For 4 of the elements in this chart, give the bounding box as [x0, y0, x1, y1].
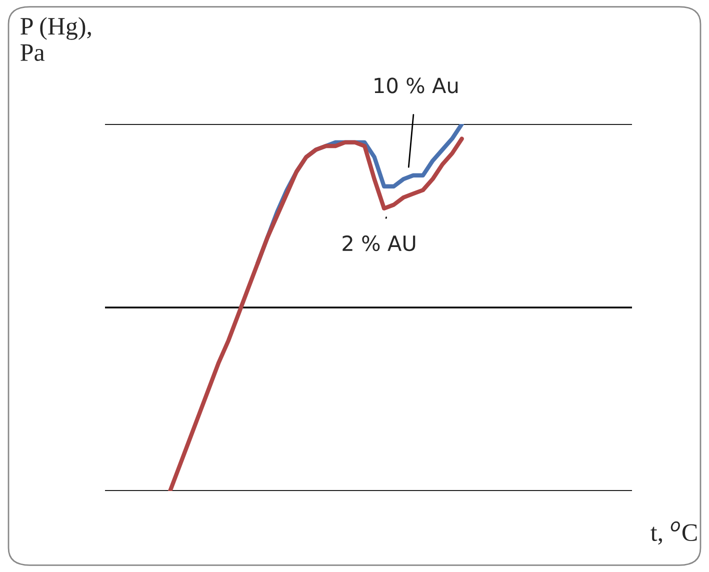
y-axis-title: P (Hg), Pa	[20, 17, 91, 61]
series-label: 2 % AU	[342, 235, 416, 252]
series-label: 10 % Au	[374, 78, 458, 94]
text: t, $^{o}$C	[650, 521, 697, 545]
